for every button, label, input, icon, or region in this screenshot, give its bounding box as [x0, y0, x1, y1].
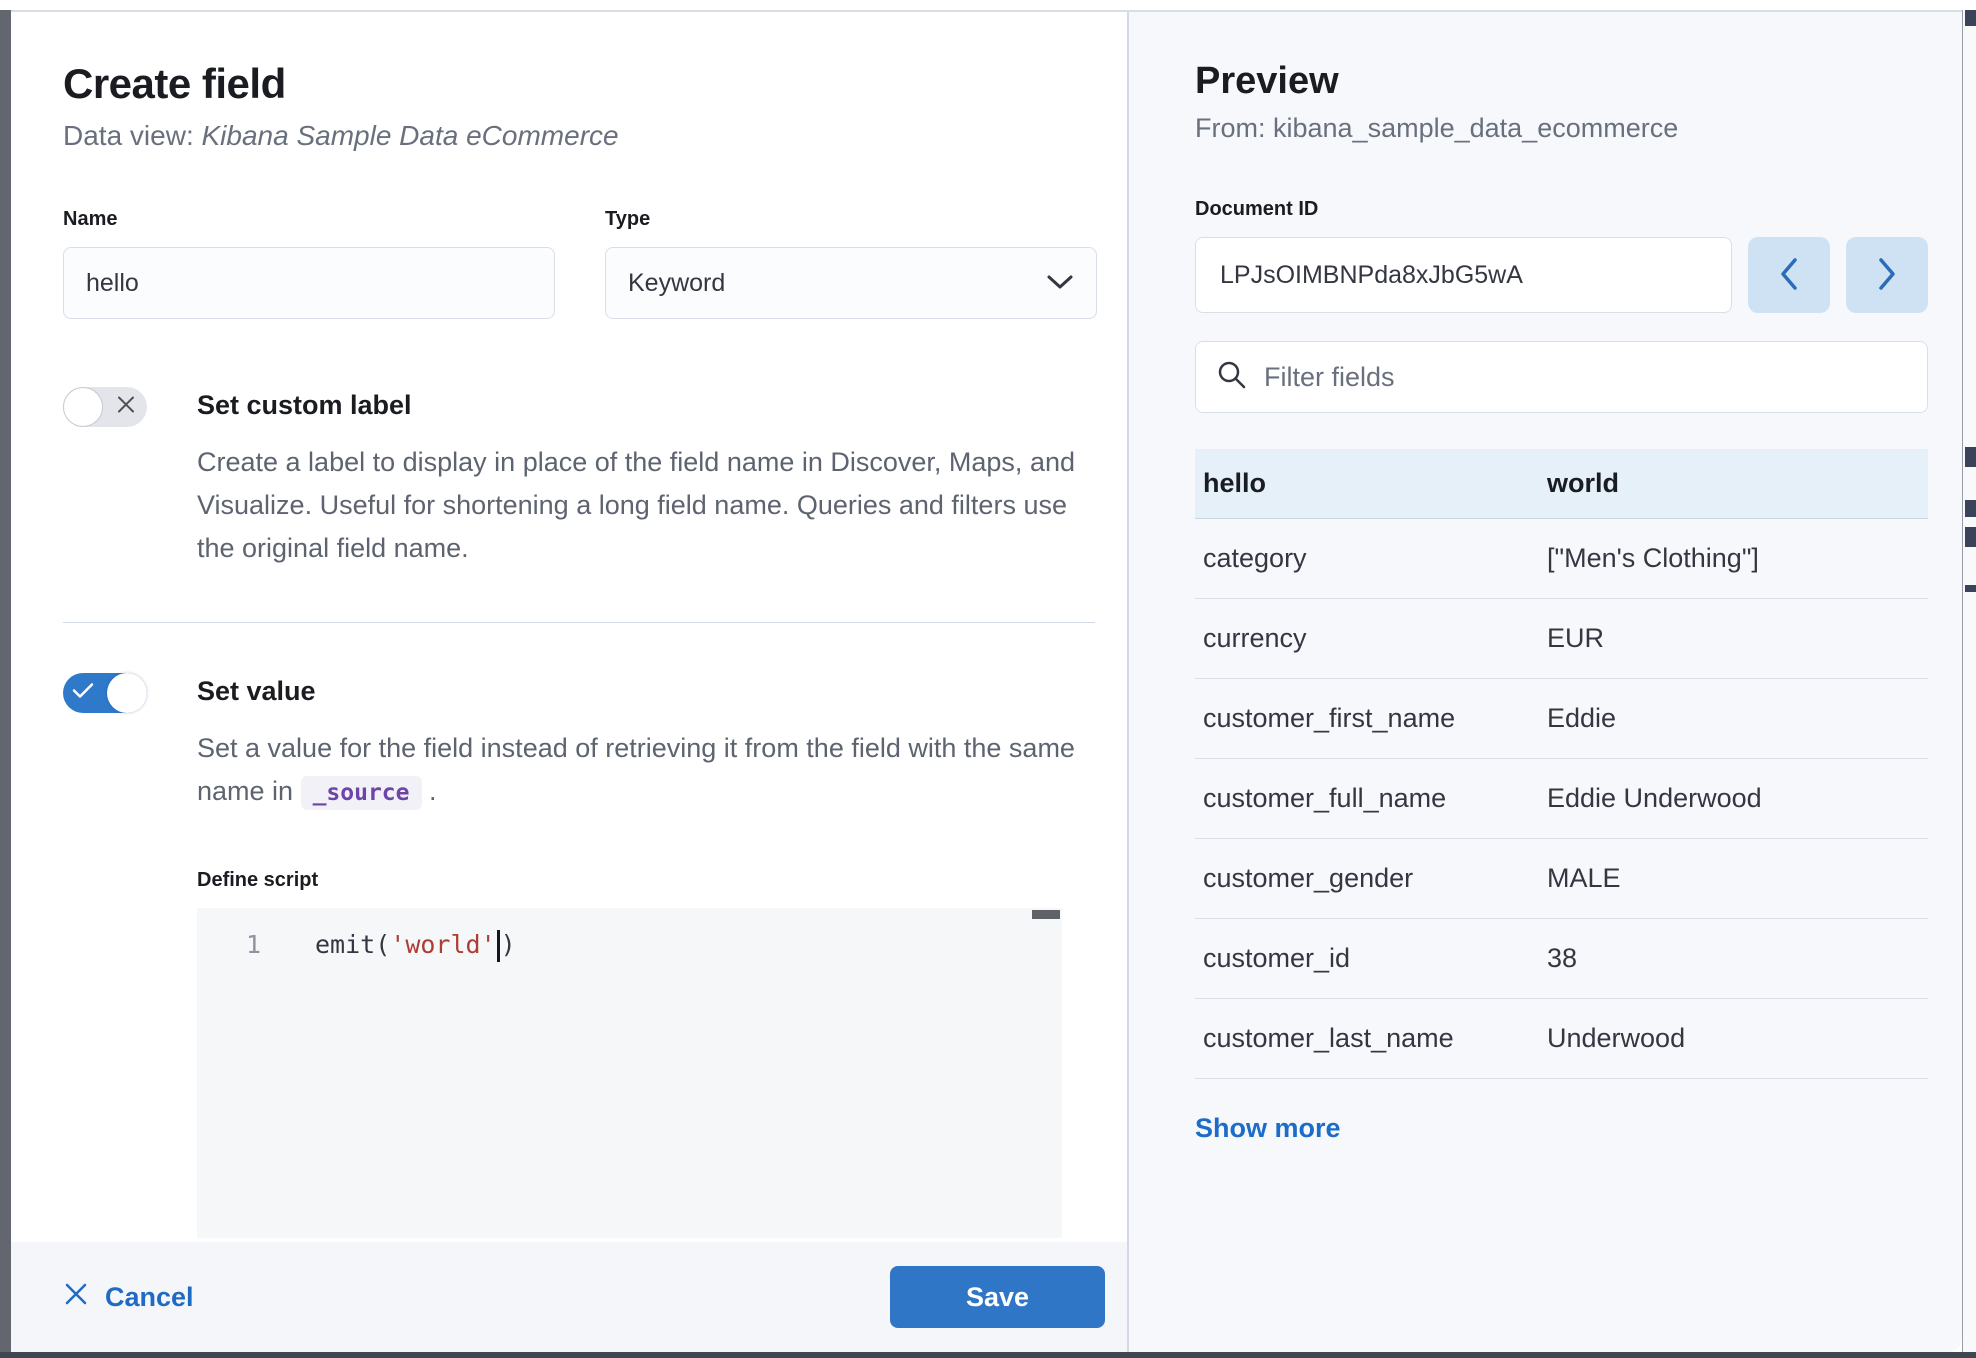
line-number: 1 [245, 930, 261, 959]
editor-scrollbar-thumb[interactable] [1032, 910, 1060, 919]
custom-label-title: Set custom label [197, 390, 412, 420]
edge-mark [1965, 447, 1976, 467]
preview-table-highlight-row[interactable]: hello world [1195, 449, 1928, 519]
editor-scrollbar-gutter [1062, 908, 1090, 1238]
field-name-cell: customer_id [1203, 943, 1351, 973]
page-edge-right [1962, 10, 1976, 1352]
next-document-button[interactable] [1846, 237, 1928, 313]
code-prefix: emit( [315, 930, 391, 959]
set-value-description: Set a value for the field instead of ret… [197, 727, 1077, 815]
new-field-name: hello [1203, 468, 1267, 498]
toggle-thumb [63, 387, 103, 427]
set-value-title: Set value [197, 676, 316, 706]
table-row[interactable]: currency EUR [1195, 599, 1928, 679]
type-label: Type [605, 208, 651, 230]
set-value-description-suffix: . [421, 776, 437, 806]
preview-from: From: kibana_sample_data_ecommerce [1195, 113, 1679, 143]
chevron-right-icon [1876, 257, 1898, 294]
table-row[interactable]: customer_last_name Underwood [1195, 999, 1928, 1079]
data-view-label: Data view: [63, 120, 202, 151]
previous-document-button[interactable] [1748, 237, 1830, 313]
document-id-input[interactable] [1195, 237, 1732, 313]
custom-label-description: Create a label to display in place of th… [197, 447, 1075, 563]
table-row[interactable]: customer_gender MALE [1195, 839, 1928, 919]
check-icon [72, 682, 94, 705]
cancel-label: Cancel [105, 1281, 194, 1312]
code-suffix: ) [500, 930, 516, 959]
preview-panel: Preview From: kibana_sample_data_ecommer… [1127, 12, 1962, 1352]
code-line: 1 emit('world') [197, 908, 1090, 962]
chevron-left-icon [1778, 257, 1800, 294]
name-type-row: Name Type Keyword [63, 208, 1107, 319]
field-value-cell: EUR [1547, 623, 1605, 653]
field-value-cell: Eddie [1547, 703, 1617, 733]
edge-mark [1965, 500, 1976, 517]
field-name-cell: customer_first_name [1203, 703, 1456, 733]
table-row[interactable]: customer_first_name Eddie [1195, 679, 1928, 759]
create-field-flyout: Create field Data view: Kibana Sample Da… [11, 10, 1962, 1352]
field-value-cell: Eddie Underwood [1547, 783, 1762, 813]
create-field-form-panel: Create field Data view: Kibana Sample Da… [11, 12, 1127, 1352]
code-content: emit('world') [261, 930, 516, 962]
section-divider [63, 622, 1095, 623]
page-edge-bottom [0, 1352, 1976, 1358]
field-value-cell: ["Men's Clothing"] [1547, 543, 1759, 573]
data-view-name: Kibana Sample Data eCommerce [201, 120, 619, 151]
preview-table: hello world category ["Men's Clothing"] cu… [1195, 449, 1928, 1079]
filter-fields-box [1195, 341, 1928, 413]
set-value-section: Set value Set a value for the field inst… [63, 671, 1107, 1238]
field-name-cell: customer_full_name [1203, 783, 1447, 813]
field-value-cell: Underwood [1547, 1023, 1686, 1053]
field-name-cell: currency [1203, 623, 1307, 653]
text-cursor [496, 930, 500, 962]
edge-mark [1965, 10, 1976, 26]
field-value-cell: 38 [1547, 943, 1578, 973]
source-code-badge: _source [300, 776, 422, 810]
define-script-label: Define script [197, 869, 319, 891]
save-button[interactable]: Save [890, 1266, 1105, 1328]
custom-label-toggle[interactable] [63, 387, 147, 427]
table-row[interactable]: customer_full_name Eddie Underwood [1195, 759, 1928, 839]
toggle-thumb [107, 673, 147, 713]
chevron-down-icon [1046, 269, 1074, 298]
set-value-toggle[interactable] [63, 673, 147, 713]
show-more-link[interactable]: Show more [1195, 1113, 1341, 1143]
code-string: 'world' [390, 930, 496, 959]
cross-icon [116, 395, 136, 420]
preview-title: Preview [1195, 60, 1339, 102]
page-title: Create field [63, 60, 286, 107]
search-icon [1216, 359, 1248, 396]
field-name-cell: customer_last_name [1203, 1023, 1454, 1053]
set-value-description-text: Set a value for the field instead of ret… [197, 733, 1075, 806]
filter-fields-input[interactable] [1264, 361, 1907, 393]
data-view-subtitle: Data view: Kibana Sample Data eCommerce [63, 120, 1107, 152]
new-field-value: world [1547, 468, 1619, 498]
custom-label-section: Set custom label Create a label to displ… [63, 385, 1107, 570]
define-script-block: Define script 1 emit('world') [197, 869, 1107, 1238]
cancel-button[interactable]: Cancel [63, 1281, 194, 1314]
field-name-cell: category [1203, 543, 1307, 573]
type-select-value: Keyword [628, 268, 726, 297]
table-row[interactable]: category ["Men's Clothing"] [1195, 519, 1928, 599]
field-value-cell: MALE [1547, 863, 1621, 893]
script-code-editor[interactable]: 1 emit('world') [197, 908, 1090, 1238]
table-row[interactable]: customer_id 38 [1195, 919, 1928, 999]
edge-mark [1965, 585, 1976, 592]
edge-mark [1965, 527, 1976, 547]
document-id-label: Document ID [1195, 198, 1319, 220]
name-label: Name [63, 208, 118, 230]
document-id-row [1195, 237, 1928, 313]
name-input[interactable] [63, 247, 555, 319]
preview-table-body: category ["Men's Clothing"] currency EUR cus… [1195, 519, 1928, 1079]
flyout-footer: Cancel Save [11, 1242, 1127, 1352]
type-select[interactable]: Keyword [605, 247, 1097, 319]
close-icon [63, 1281, 89, 1314]
page-edge-left [0, 10, 11, 1352]
field-name-cell: customer_gender [1203, 863, 1414, 893]
